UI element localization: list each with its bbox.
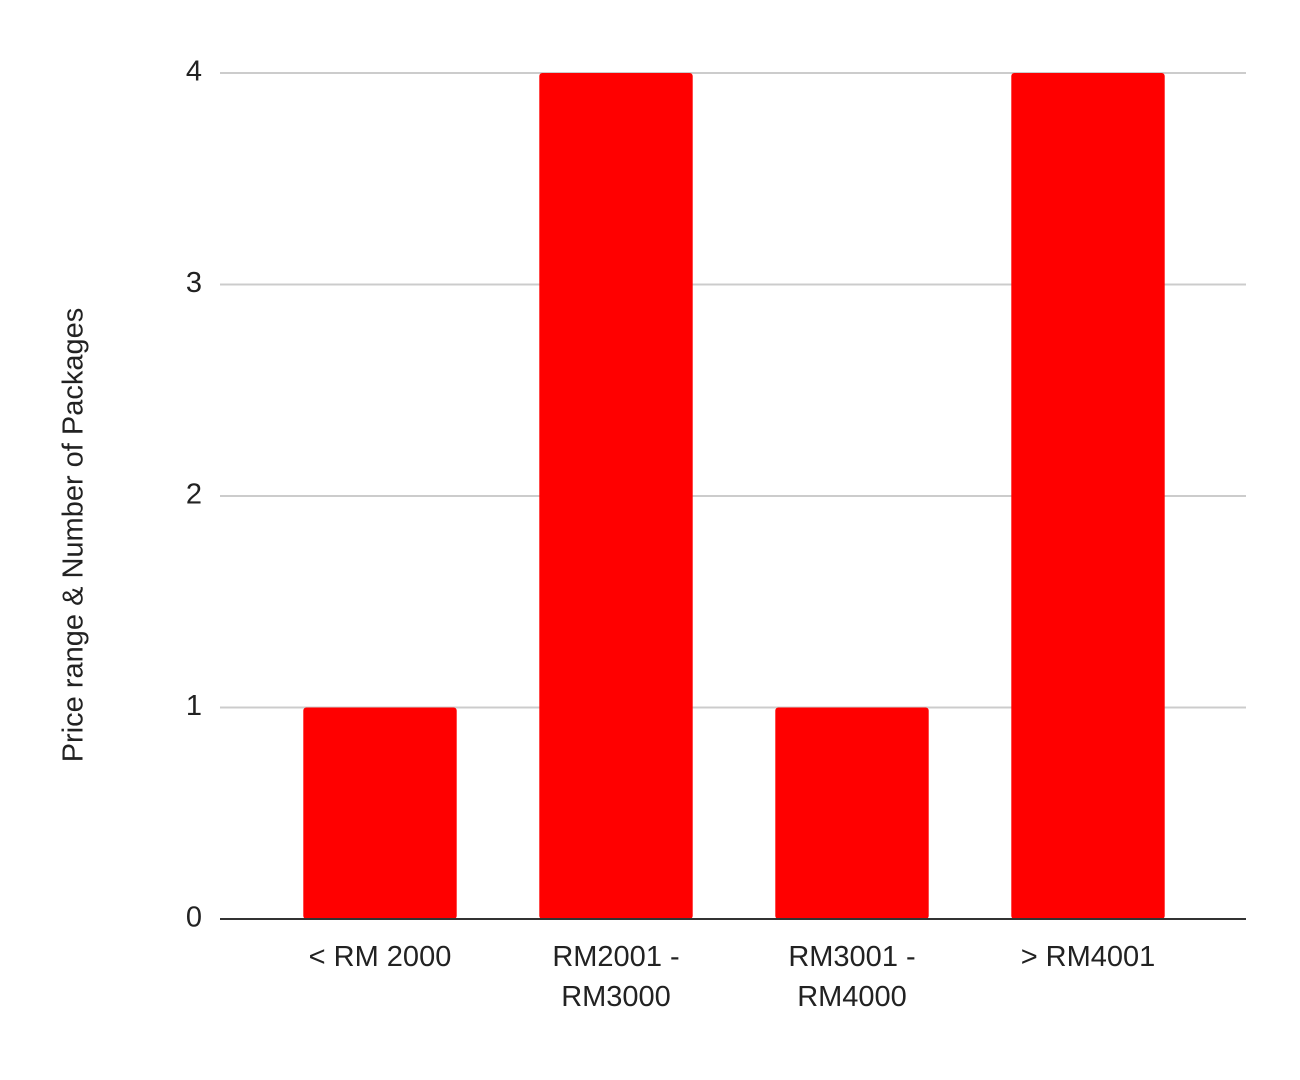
x-tick-label: RM3001 -RM4000 — [788, 941, 915, 1013]
y-tick-label: 1 — [186, 690, 202, 722]
y-tick-label: 3 — [186, 267, 202, 299]
bar — [303, 707, 457, 919]
y-axis-title: Price range & Number of Packages — [58, 308, 90, 763]
y-tick-label: 0 — [186, 902, 202, 934]
bar — [539, 73, 693, 919]
x-tick-label: RM2001 -RM3000 — [552, 941, 679, 1013]
y-tick-label: 4 — [186, 56, 202, 88]
y-tick-label: 2 — [186, 479, 202, 511]
x-tick-label: > RM4001 — [1021, 941, 1156, 973]
bar — [775, 707, 929, 919]
bar — [1011, 73, 1165, 919]
x-tick-label: < RM 2000 — [309, 941, 452, 973]
